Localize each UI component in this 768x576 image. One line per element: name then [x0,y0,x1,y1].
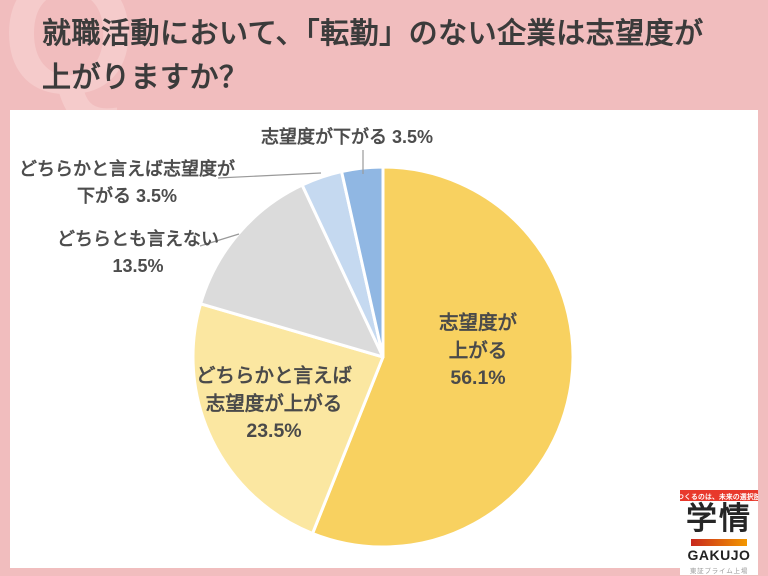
pie-slice-1 [191,302,385,535]
label-somewhat-up: どちらかと言えば 志望度が上がる 23.5% [164,363,384,446]
label-somewhat-down-line2: 下がる 3.5% [76,186,178,206]
pie-slice-4 [340,165,385,359]
label-somewhat-up-line1: どちらかと言えば [195,365,352,387]
label-neutral: どちらとも言えない 13.5% [13,226,263,280]
page-title: 就職活動において、「転勤」のない企業は志望度が 上がりますか？ [42,12,704,100]
label-somewhat-up-line2: 志望度が上がる [205,392,343,415]
label-somewhat-down-line1: どちらかと言えば志望度が [19,159,235,179]
pie-slice-0 [311,165,575,549]
page-title-line1: 就職活動において、「転勤」のない企業は志望度が [42,18,704,50]
label-up-line3: 56.1% [450,367,506,389]
label-down-text: 志望度が下がる 3.5% [260,127,434,147]
label-somewhat-up-line3: 23.5% [246,420,302,442]
label-neutral-line2: 13.5% [112,256,164,276]
logo-listing-text: 東証プライム上場 [689,567,749,575]
q-watermark: Q [2,0,136,130]
label-neutral-line1: どちらとも言えない [57,229,219,249]
pie-chart [191,150,575,549]
label-up: 志望度が 上がる 56.1% [378,310,578,393]
logo-name-japanese: 学情 [686,501,752,536]
page-title-line2: 上がりますか？ [42,62,249,94]
chart-panel: 志望度が下がる 3.5% どちらかと言えば志望度が 下がる 3.5% どちらとも… [10,110,758,575]
logo-gradient-bar [691,538,747,546]
label-up-line2: 上がる [448,339,508,362]
pie-slices [191,165,575,549]
logo-tagline-banner: つくるのは、未来の選択肢 [680,490,758,501]
leader-line-neutral [199,233,240,247]
label-somewhat-down: どちらかと言えば志望度が 下がる 3.5% [2,156,252,210]
logo-name-english: GAKUJO [687,546,751,563]
gakujo-logo: つくるのは、未来の選択肢 学情 GAKUJO 東証プライム上場 [680,490,758,575]
label-down: 志望度が下がる 3.5% [177,124,517,151]
leader-line-somewhat-down [217,172,322,179]
label-up-line1: 志望度が [438,312,517,334]
